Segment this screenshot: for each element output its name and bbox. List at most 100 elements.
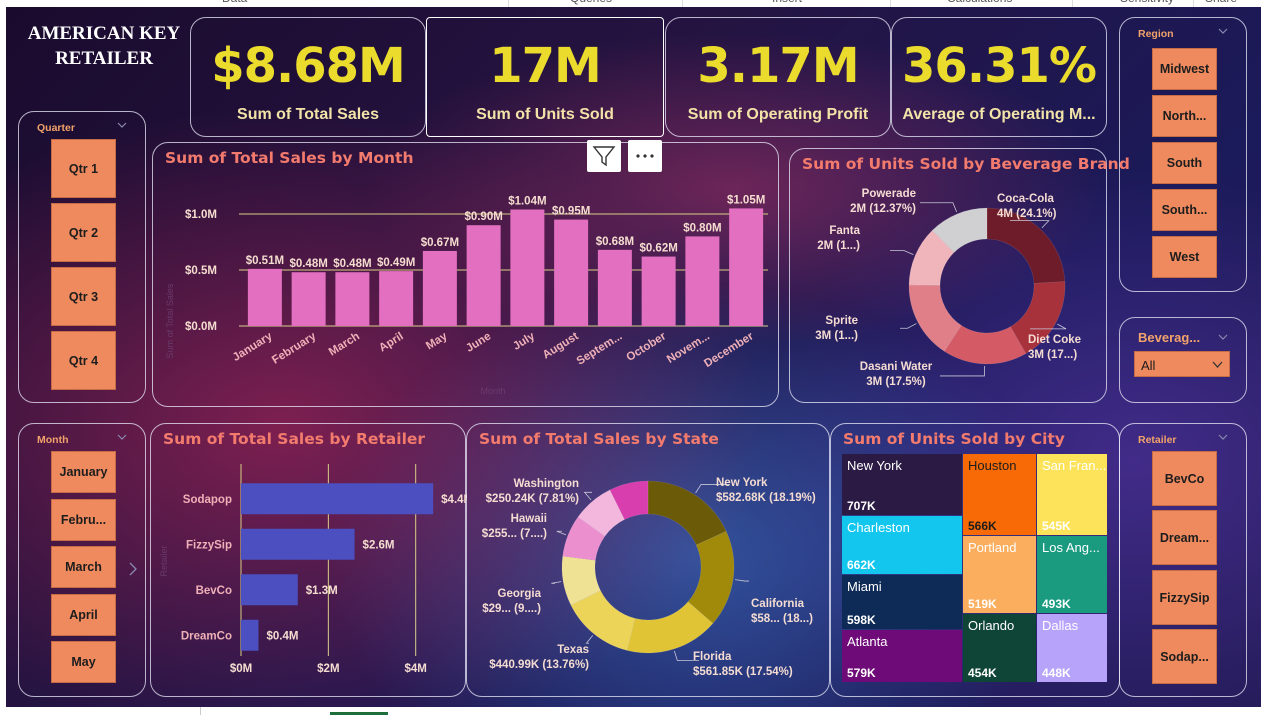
slice-powerade bbox=[931, 207, 988, 253]
treemap-cell-atlanta[interactable]: Atlanta 579K bbox=[842, 630, 962, 682]
x-tick-label: March bbox=[327, 330, 362, 358]
chevron-down-icon[interactable] bbox=[1218, 334, 1228, 340]
slicer-item-dreamco[interactable]: Dream... bbox=[1152, 510, 1217, 565]
slice-florida bbox=[626, 601, 714, 654]
filter-button[interactable] bbox=[587, 140, 621, 172]
data-label: $0.51M bbox=[246, 255, 284, 267]
data-label-name: New York bbox=[716, 477, 768, 489]
chevron-down-icon[interactable] bbox=[117, 122, 127, 128]
data-label: $0.4M bbox=[266, 630, 298, 642]
slicer-item-south[interactable]: South bbox=[1152, 142, 1217, 184]
sales-by-month-chart: Sum of Total Sales Month $0.0M $0.5M $1.0M… bbox=[165, 194, 768, 396]
units-by-city-visual[interactable]: Sum of Units Sold by City New York 707K Ch… bbox=[830, 423, 1120, 697]
bar-fizzysip bbox=[241, 528, 355, 560]
x-tick-label: July bbox=[511, 330, 537, 353]
data-label: $0.95M bbox=[552, 206, 590, 218]
slicer-item-fizzysip[interactable]: FizzySip bbox=[1152, 570, 1217, 625]
x-axis-title: Month bbox=[480, 386, 505, 396]
sheet-tabs-strip bbox=[0, 707, 1270, 715]
treemap-cell-dallas[interactable]: Dallas 448K bbox=[1037, 614, 1107, 682]
slicer-item-february[interactable]: Febru... bbox=[51, 499, 116, 541]
bar-sodapop bbox=[241, 483, 434, 515]
leader-line bbox=[890, 250, 914, 255]
kpi-value: 36.31% bbox=[902, 38, 1097, 94]
slice-coca-cola bbox=[986, 207, 1066, 284]
slicer-item-sodapop[interactable]: Sodap... bbox=[1152, 629, 1217, 684]
menu-insert[interactable]: Insert bbox=[772, 0, 802, 5]
x-tick-label: May bbox=[424, 330, 450, 352]
treemap-cell-houston[interactable]: Houston 566K bbox=[963, 454, 1036, 535]
kpi-units-sold[interactable]: 17M Sum of Units Sold bbox=[426, 17, 664, 137]
beverage-slicer: Beverag... All bbox=[1119, 317, 1247, 403]
data-label: $0.49M bbox=[377, 257, 415, 269]
treemap-cell-orlando[interactable]: Orlando 454K bbox=[963, 614, 1036, 682]
units-by-brand-visual[interactable]: Sum of Units Sold by Beverage Brand Coca… bbox=[789, 148, 1130, 403]
menu-data[interactable]: Data bbox=[222, 0, 247, 5]
sales-by-retailer-chart: Retailer $0M $2M $4M Sodapop $4.4M FizzySip $2… bbox=[159, 464, 467, 675]
quarter-slicer: Quarter Qtr 1 Qtr 2 Qtr 3 Qtr 4 bbox=[18, 111, 146, 403]
data-label: $1.05M bbox=[727, 194, 765, 206]
data-label-value: $250.24K (7.81%) bbox=[486, 493, 580, 505]
treemap-label: Charleston bbox=[847, 520, 910, 535]
treemap-label: Houston bbox=[968, 458, 1017, 473]
slicer-item-qtr1[interactable]: Qtr 1 bbox=[51, 139, 116, 198]
kpi-operating-profit[interactable]: 3.17M Sum of Operating Profit bbox=[665, 17, 891, 137]
treemap-cell-miami[interactable]: Miami 598K bbox=[842, 575, 962, 629]
slice-fanta bbox=[908, 229, 955, 286]
kpi-label: Sum of Total Sales bbox=[237, 106, 379, 123]
treemap-cell-charleston[interactable]: Charleston 662K bbox=[842, 516, 962, 574]
treemap-value: 566K bbox=[968, 519, 997, 533]
units-by-brand-chart: Coca-Cola 4M (24.1%) Diet Coke 3M (17...) Da… bbox=[815, 188, 1081, 388]
report-canvas: AMERICAN KEY RETAILER $8.68M Sum of Tota… bbox=[6, 7, 1261, 707]
menu-share[interactable]: Share bbox=[1205, 0, 1237, 5]
y-tick-label: BevCo bbox=[196, 585, 232, 597]
x-tick-label: January bbox=[231, 330, 275, 364]
treemap-value: 454K bbox=[968, 666, 997, 680]
slicer-item-qtr2[interactable]: Qtr 2 bbox=[51, 203, 116, 262]
sales-by-month-visual[interactable]: Sum of Total Sales by Month Sum of Total… bbox=[152, 142, 779, 407]
dropdown-value: All bbox=[1141, 358, 1156, 373]
leader-line bbox=[1030, 323, 1067, 330]
menu-sensitivity[interactable]: Sensitivity bbox=[1120, 0, 1174, 5]
visual-title: Sum of Total Sales by Month bbox=[165, 149, 414, 167]
treemap-cell-new-york[interactable]: New York 707K bbox=[842, 454, 962, 515]
treemap-label: Miami bbox=[847, 579, 882, 594]
x-tick-label: $2M bbox=[317, 663, 339, 675]
chevron-right-icon[interactable] bbox=[129, 562, 137, 576]
units-by-city-treemap: New York 707K Charleston 662K Miami 598K Atlan… bbox=[842, 454, 1108, 688]
visual-title: Sum of Units Sold by Beverage Brand bbox=[802, 155, 1130, 173]
menu-queries[interactable]: Queries bbox=[570, 0, 612, 5]
leader-line bbox=[673, 650, 699, 661]
slicer-item-bevco[interactable]: BevCo bbox=[1152, 451, 1217, 506]
treemap-cell-portland[interactable]: Portland 519K bbox=[963, 536, 1036, 613]
leader-line bbox=[695, 484, 729, 494]
slicer-item-qtr4[interactable]: Qtr 4 bbox=[51, 331, 116, 390]
kpi-operating-margin[interactable]: 36.31% Average of Operating M... bbox=[891, 17, 1107, 137]
kpi-total-sales[interactable]: $8.68M Sum of Total Sales bbox=[190, 17, 426, 137]
slicer-item-southeast[interactable]: South... bbox=[1152, 189, 1217, 231]
slicer-item-north[interactable]: North... bbox=[1152, 95, 1217, 137]
slicer-item-midwest[interactable]: Midwest bbox=[1152, 48, 1217, 90]
slicer-item-january[interactable]: January bbox=[51, 451, 116, 493]
treemap-cell-san-fran[interactable]: San Fran... 545K bbox=[1037, 454, 1107, 535]
data-label: $1.04M bbox=[508, 196, 546, 208]
slicer-item-may[interactable]: May bbox=[51, 641, 116, 683]
sales-by-state-visual[interactable]: Sum of Total Sales by State New York $582… bbox=[466, 423, 830, 697]
leader-line bbox=[735, 579, 749, 582]
bar-dreamco bbox=[241, 619, 259, 651]
treemap-cell-los-ang[interactable]: Los Ang... 493K bbox=[1037, 536, 1107, 613]
slicer-item-april[interactable]: April bbox=[51, 594, 116, 636]
slicer-item-west[interactable]: West bbox=[1152, 236, 1217, 278]
chevron-down-icon[interactable] bbox=[117, 434, 127, 440]
slicer-item-qtr3[interactable]: Qtr 3 bbox=[51, 267, 116, 326]
chevron-down-icon[interactable] bbox=[1218, 28, 1228, 34]
menu-calculations[interactable]: Calculations bbox=[947, 0, 1012, 5]
beverage-dropdown[interactable]: All bbox=[1134, 351, 1230, 377]
active-sheet-tab[interactable] bbox=[330, 712, 388, 715]
more-options-button[interactable] bbox=[628, 140, 662, 172]
sales-by-retailer-visual[interactable]: Sum of Total Sales by Retailer Retailer … bbox=[150, 423, 467, 697]
slicer-item-march[interactable]: March bbox=[51, 546, 116, 588]
data-label-value: 3M (17...) bbox=[1028, 349, 1077, 361]
chevron-down-icon[interactable] bbox=[1218, 434, 1228, 440]
treemap-value: 493K bbox=[1042, 597, 1071, 611]
